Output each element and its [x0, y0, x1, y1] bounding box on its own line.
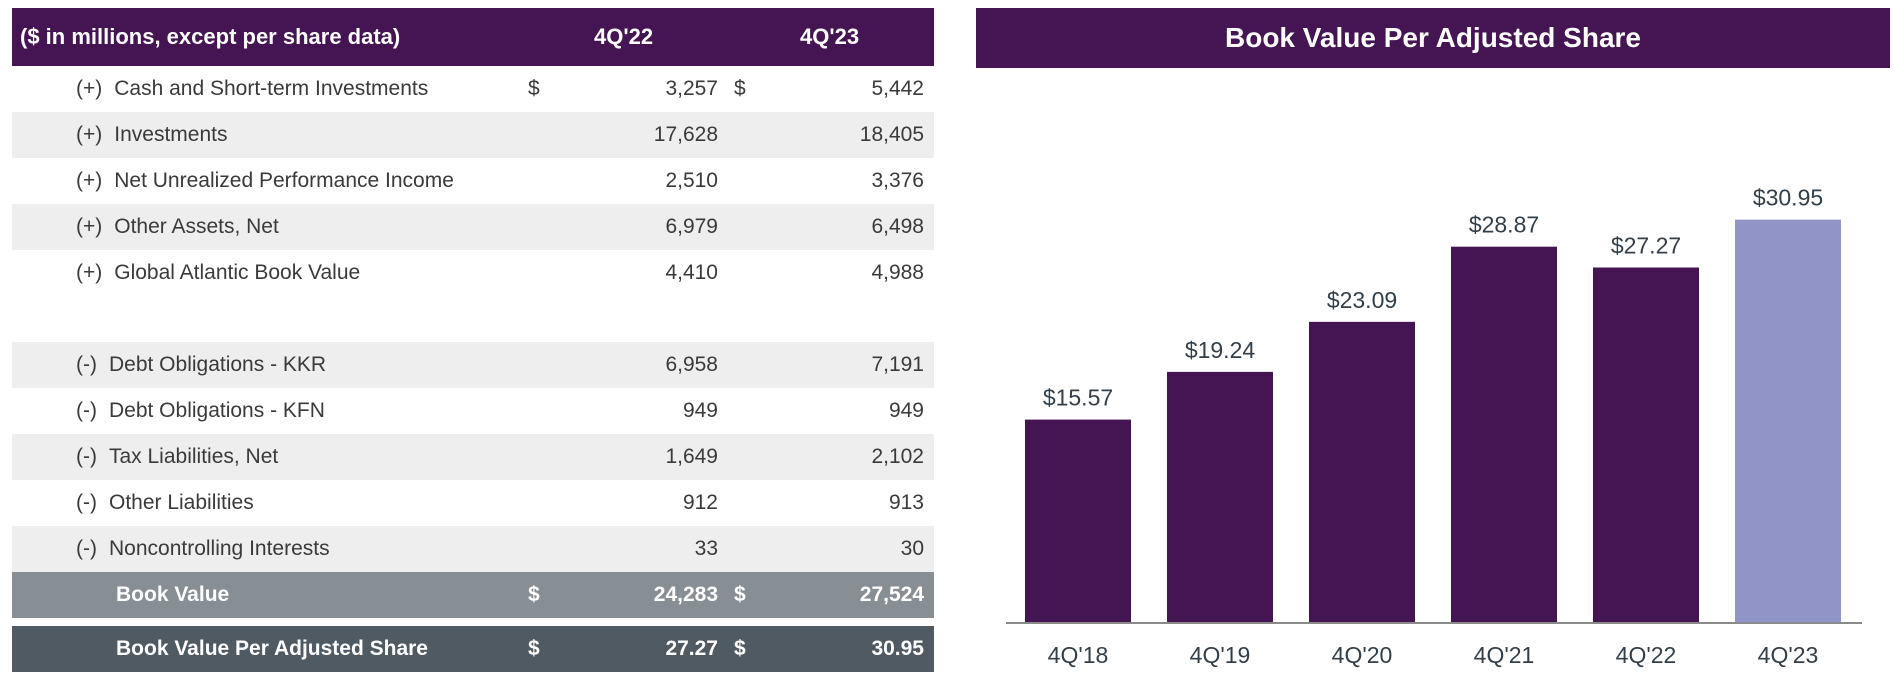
- row-dollar-col1: $: [528, 637, 540, 660]
- row-value-col1: 4,410: [665, 261, 718, 284]
- row-sign: (-): [76, 399, 97, 422]
- total-book-value-row: Book Value $ 24,283 $ 27,524: [12, 572, 934, 618]
- row-value-col1: 912: [682, 491, 718, 514]
- row-sign: (+): [76, 215, 103, 238]
- x-tick-label-3: 4Q'21: [1474, 642, 1535, 668]
- row-sign: (+): [76, 77, 103, 100]
- book-value-per-share-row: Book Value Per Adjusted Share $ 27.27 $ …: [12, 626, 934, 672]
- row-label: Other Assets, Net: [114, 215, 279, 238]
- row-sign: (-): [76, 491, 97, 514]
- row-sign: (-): [76, 353, 97, 376]
- x-tick-label-1: 4Q'19: [1190, 642, 1251, 668]
- bar-3: [1451, 246, 1557, 622]
- row-value-col1: 27.27: [665, 637, 718, 660]
- row-value-col1: 6,979: [665, 215, 718, 238]
- x-tick-label-2: 4Q'20: [1332, 642, 1393, 668]
- row-sign: (-): [76, 445, 97, 468]
- row-label: Debt Obligations - KFN: [108, 399, 325, 422]
- data-label-4: $27.27: [1611, 232, 1681, 258]
- row-value-col2: 949: [888, 399, 924, 422]
- x-tick-label-0: 4Q'18: [1048, 642, 1109, 668]
- table-row: (-) Tax Liabilities, Net 1,649 2,102: [12, 434, 934, 480]
- table-row: (+) Investments 17,628 18,405: [12, 112, 934, 158]
- row-sign: (-): [76, 537, 97, 560]
- row-label: Investments: [114, 123, 228, 146]
- row-value-col1: 1,649: [665, 445, 718, 468]
- table-row: (+) Net Unrealized Performance Income 2,5…: [12, 158, 934, 204]
- table-row: (+) Cash and Short-term Investments $ 3,2…: [12, 66, 934, 112]
- row-label: Tax Liabilities, Net: [108, 445, 279, 468]
- row-value-col2: 18,405: [859, 123, 924, 146]
- chart-title: Book Value Per Adjusted Share: [976, 8, 1890, 68]
- row-label: Other Liabilities: [108, 491, 254, 514]
- row-value-col2: 7,191: [871, 353, 924, 376]
- table-header-col2: 4Q'23: [800, 24, 860, 49]
- book-value-bar-chart: $15.57 4Q'18 $19.24 4Q'19 $23.09 4Q'20 $28.87 4…: [1006, 185, 1862, 668]
- row-value-col1: 17,628: [653, 123, 718, 146]
- table-spacer-row: [12, 296, 934, 342]
- row-value-col2: 27,524: [859, 583, 924, 606]
- table-row: (-) Debt Obligations - KKR 6,958 7,191: [12, 342, 934, 388]
- table-row: (+) Global Atlantic Book Value 4,410 4,98…: [12, 250, 934, 296]
- row-dollar-col1: $: [528, 583, 540, 606]
- row-value-col2: 4,988: [871, 261, 924, 284]
- row-value-col1: 949: [682, 399, 718, 422]
- book-value-table: ($ in millions, except per share data) 4…: [12, 8, 934, 672]
- row-value-col1: 6,958: [665, 353, 718, 376]
- table-header-title: ($ in millions, except per share data): [20, 24, 401, 49]
- row-dollar-col2: $: [734, 583, 746, 606]
- row-value-col2: 3,376: [871, 169, 924, 192]
- row-value-col2: 6,498: [871, 215, 924, 238]
- table-row: (-) Debt Obligations - KFN 949 949: [12, 388, 934, 434]
- table-header-col1: 4Q'22: [594, 24, 654, 49]
- bar-4: [1593, 267, 1699, 622]
- row-sign: (+): [76, 261, 103, 284]
- row-label: Book Value: [116, 583, 230, 606]
- row-dollar-col2: $: [734, 637, 746, 660]
- row-label: Noncontrolling Interests: [108, 537, 330, 560]
- x-tick-label-5: 4Q'23: [1758, 642, 1819, 668]
- row-value-col2: 2,102: [871, 445, 924, 468]
- bar-2: [1309, 321, 1415, 622]
- row-label: Net Unrealized Performance Income: [114, 169, 454, 192]
- table-header: ($ in millions, except per share data) 4…: [12, 8, 934, 66]
- row-value-col2: 30: [900, 537, 924, 560]
- row-value-col1: 33: [694, 537, 718, 560]
- row-sign: (+): [76, 123, 103, 146]
- data-label-0: $15.57: [1043, 385, 1113, 411]
- row-dollar-col2: $: [734, 77, 746, 100]
- data-label-5: $30.95: [1753, 185, 1823, 211]
- row-value-col2: 30.95: [871, 637, 924, 660]
- row-dollar-col1: $: [528, 77, 540, 100]
- table-row: (-) Other Liabilities 912 913: [12, 480, 934, 526]
- row-value-col2: 913: [888, 491, 924, 514]
- table-row: (-) Noncontrolling Interests 33 30: [12, 526, 934, 572]
- row-label: Debt Obligations - KKR: [108, 353, 327, 376]
- row-value-col1: 3,257: [665, 77, 718, 100]
- bar-1: [1167, 371, 1273, 622]
- data-label-2: $23.09: [1327, 287, 1397, 313]
- bar-0: [1025, 419, 1131, 622]
- row-value-col2: 5,442: [871, 77, 924, 100]
- data-label-1: $19.24: [1185, 337, 1256, 363]
- row-value-col1: 24,283: [653, 583, 718, 606]
- bar-5: [1735, 219, 1841, 622]
- table-row: (+) Other Assets, Net 6,979 6,498: [12, 204, 934, 250]
- data-label-3: $28.87: [1469, 212, 1539, 238]
- row-label: Cash and Short-term Investments: [114, 77, 429, 100]
- x-tick-label-4: 4Q'22: [1616, 642, 1677, 668]
- row-sign: (+): [76, 169, 103, 192]
- row-label: Book Value Per Adjusted Share: [116, 637, 428, 660]
- row-value-col1: 2,510: [665, 169, 718, 192]
- row-label: Global Atlantic Book Value: [114, 261, 361, 284]
